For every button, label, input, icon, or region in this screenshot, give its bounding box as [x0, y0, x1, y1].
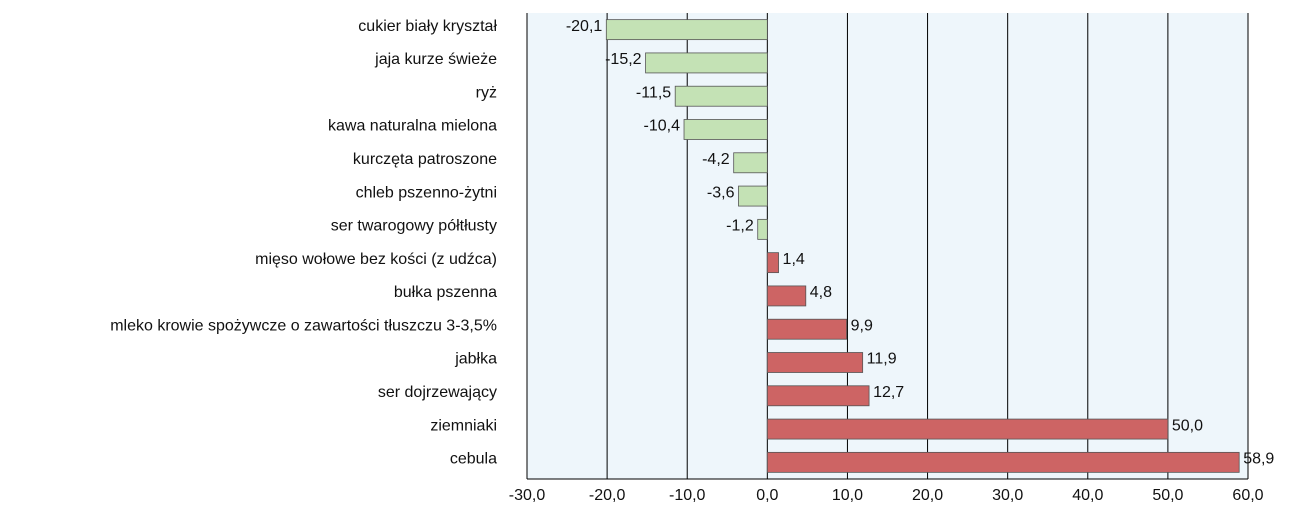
bar [766, 252, 779, 274]
bar [738, 185, 768, 207]
data-label: 4,8 [810, 284, 832, 301]
y-tick-label: ziemniaki [430, 417, 497, 434]
data-label: -11,5 [636, 84, 671, 101]
bar [757, 218, 768, 240]
bar [605, 19, 768, 41]
bar [766, 418, 1169, 440]
bar [766, 285, 807, 307]
x-tick-label: 10,0 [832, 487, 863, 504]
y-tick-label: chleb pszenno-żytni [356, 184, 497, 201]
x-tick-label: 40,0 [1072, 487, 1103, 504]
data-label: -20,1 [566, 18, 603, 35]
x-tick-label: 30,0 [992, 487, 1023, 504]
data-label: 58,9 [1243, 451, 1274, 468]
data-label: -10,4 [644, 118, 681, 135]
y-tick-label: cukier biały kryształ [358, 18, 497, 35]
x-tick-label: 60,0 [1232, 487, 1263, 504]
bar [674, 85, 768, 107]
bar [733, 152, 768, 174]
y-tick-label: jabłka [454, 351, 497, 368]
x-tick-label: 0,0 [756, 487, 778, 504]
y-tick-label: ser dojrzewający [378, 384, 497, 401]
y-tick-label: bułka pszenna [394, 284, 497, 301]
bar [766, 352, 864, 373]
data-label: -15,2 [605, 51, 642, 68]
data-label: 1,4 [783, 251, 805, 268]
y-tick-label: ryż [476, 84, 497, 101]
x-tick-label: 50,0 [1152, 487, 1183, 504]
y-tick-label: ser twarogowy półtłusty [331, 218, 497, 235]
y-tick-label: kawa naturalna mielona [328, 118, 497, 135]
y-tick-label: cebula [450, 451, 497, 468]
y-tick-label: mleko krowie spożywcze o zawartości tłus… [110, 317, 497, 334]
bar [766, 385, 870, 407]
y-tick-label: kurczęta patroszone [353, 151, 497, 168]
bar [683, 119, 768, 140]
y-tick-label: mięso wołowe bez kości (z udźca) [255, 251, 497, 268]
bar [766, 318, 848, 340]
x-tick-label: -30,0 [509, 487, 546, 504]
data-label: -4,2 [702, 151, 730, 168]
data-label: 11,9 [867, 351, 897, 368]
data-label: 12,7 [873, 384, 904, 401]
x-tick-label: 20,0 [912, 487, 943, 504]
y-tick-label: jaja kurze świeże [374, 51, 497, 68]
data-label: 9,9 [851, 317, 873, 334]
data-label: 50,0 [1172, 417, 1203, 434]
x-tick-label: -20,0 [589, 487, 626, 504]
bar [766, 451, 1240, 473]
x-tick-label: -10,0 [669, 487, 706, 504]
data-label: -1,2 [726, 218, 754, 235]
bar [645, 52, 768, 74]
plot-area [527, 13, 1248, 479]
data-label: -3,6 [707, 184, 735, 201]
